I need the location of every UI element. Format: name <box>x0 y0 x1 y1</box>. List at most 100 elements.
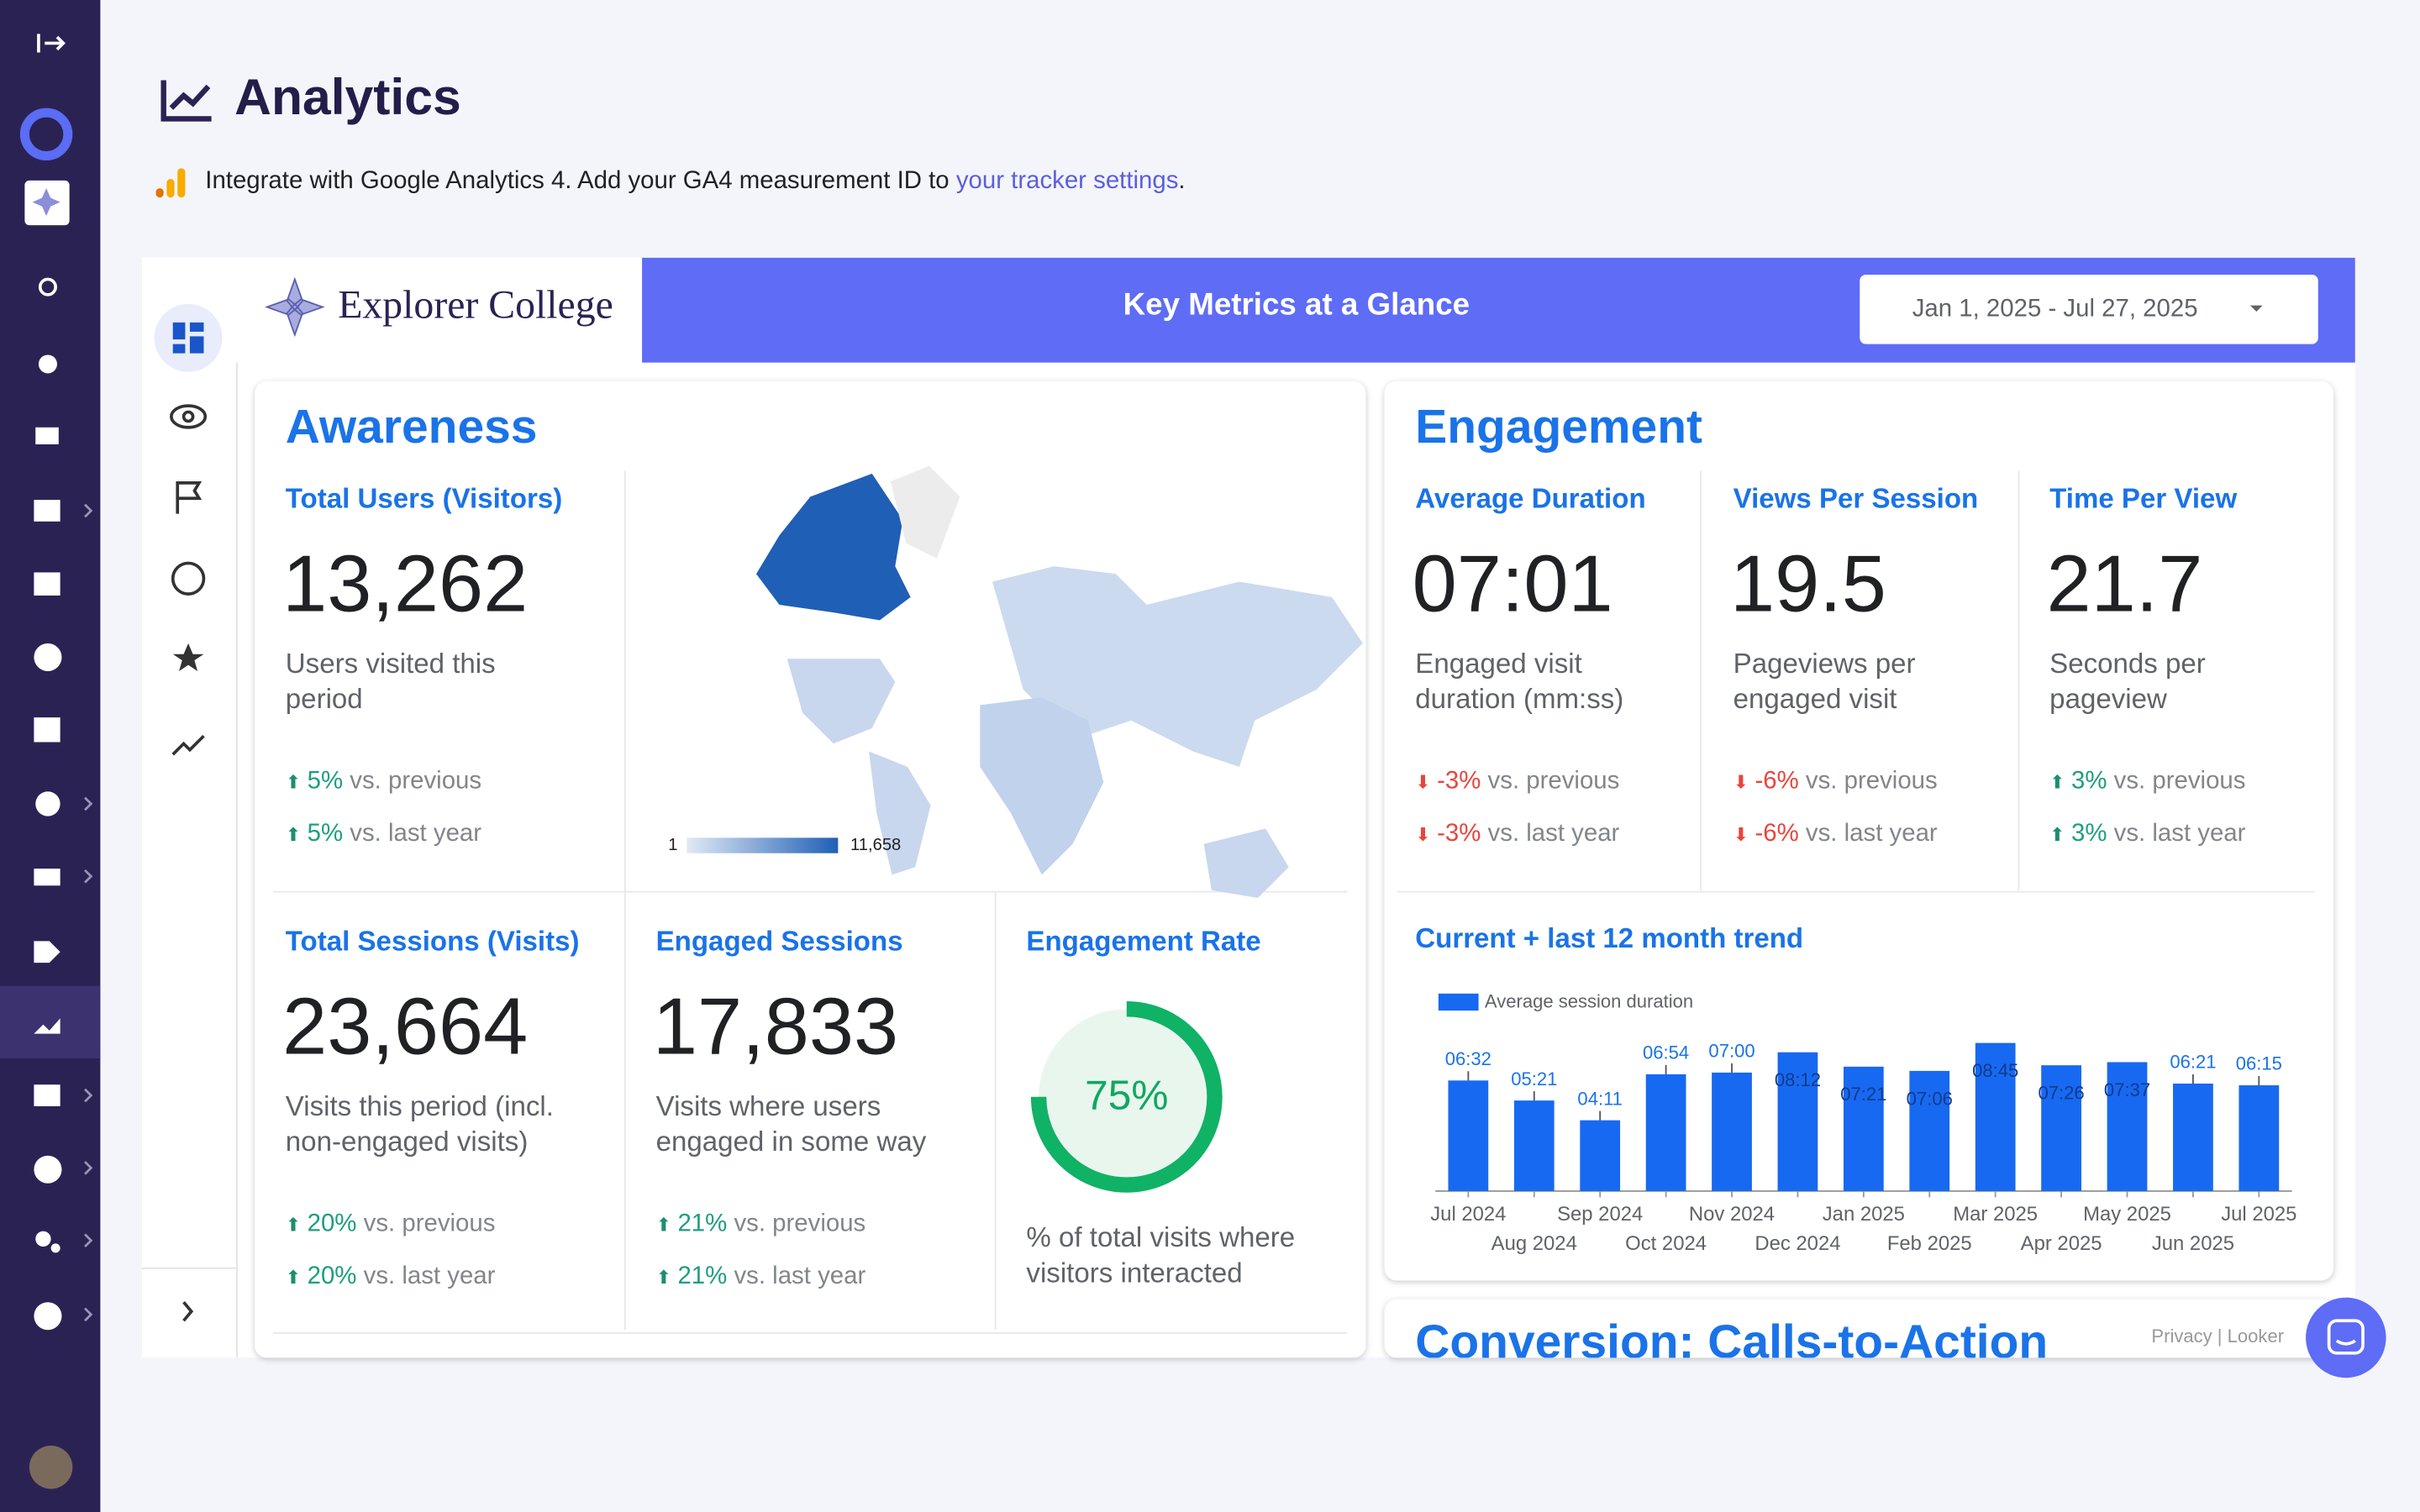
change: 3% <box>2071 768 2107 795</box>
dropdown-arrow <box>2249 305 2263 312</box>
x-tick-label: Jan 2025 <box>1823 1203 1905 1226</box>
trend-arrow: ⬆ <box>285 823 302 846</box>
change-text: vs. previous <box>363 1210 496 1238</box>
map-legend-max: 11,658 <box>850 836 901 854</box>
map-legend-min: 1 <box>668 836 677 854</box>
metric-description: Engaged visit duration (mm:ss) <box>1415 648 1624 715</box>
change-text: vs. last year <box>1487 821 1620 848</box>
world-map <box>755 465 1363 898</box>
trend-arrow: ⬆ <box>285 771 302 794</box>
metric-label: Engaged Sessions <box>655 926 903 957</box>
value-label: 07:06 <box>1907 1088 1953 1109</box>
metric-description: Seconds per pageview <box>2049 648 2206 715</box>
change-text: vs. last year <box>2113 821 2246 848</box>
avatar[interactable] <box>29 1446 73 1489</box>
bar <box>1712 1072 1752 1191</box>
change: 21% <box>677 1210 728 1238</box>
value-label: 04:11 <box>1577 1088 1622 1109</box>
change: -6% <box>1754 768 1799 795</box>
metric-value: 23,664 <box>282 982 529 1073</box>
chat-icon <box>2327 1319 2365 1355</box>
trend-arrow: ⬆ <box>285 1266 302 1289</box>
ga-notice: Integrate with Google Analytics 4. Add y… <box>205 168 1185 196</box>
notice-text: Integrate with Google Analytics 4. Add y… <box>205 168 950 195</box>
bar <box>1448 1080 1489 1191</box>
x-tick-label: Feb 2025 <box>1887 1232 1972 1255</box>
trend-arrow: ⬇ <box>1415 771 1431 794</box>
value-label: 08:12 <box>1775 1069 1821 1090</box>
footer-links: Privacy | Looker <box>2151 1325 2285 1347</box>
metric-label: Total Sessions (Visits) <box>285 926 580 957</box>
bar <box>1513 1100 1555 1191</box>
comparison: ⬆ 21% vs. previous <box>656 1211 866 1239</box>
bar <box>2238 1085 2280 1191</box>
trend-arrow: ⬇ <box>1733 771 1749 794</box>
value-label: 07:37 <box>2104 1079 2150 1100</box>
metric-label: Time Per View <box>2049 482 2238 514</box>
banner: Key Metrics at a Glance Jan 1, 2025 - Ju… <box>642 257 2355 363</box>
gauge-label: 75% <box>1085 1072 1168 1119</box>
privacy-link[interactable]: Privacy <box>2151 1325 2212 1347</box>
notice-end: . <box>1178 168 1186 195</box>
x-tick-label: Jul 2025 <box>2221 1203 2296 1226</box>
change-text: vs. previous <box>1805 768 1938 795</box>
metric-value: 17,833 <box>652 982 899 1073</box>
metric-value: 07:01 <box>1412 539 1613 630</box>
active-item <box>0 985 101 1058</box>
change: -6% <box>1754 821 1799 848</box>
comparison: ⬆ 20% vs. last year <box>286 1263 496 1291</box>
gauge-face <box>1039 1009 1215 1185</box>
x-tick-label: Apr 2025 <box>2021 1232 2102 1255</box>
banner-title: Key Metrics at a Glance <box>1123 288 1470 323</box>
bar <box>1843 1066 1884 1191</box>
value-label: 08:45 <box>1972 1060 2018 1081</box>
metric-description: Visits this period (incl. non-engaged vi… <box>285 1090 554 1158</box>
section-title: Engagement <box>1415 399 1702 454</box>
trend-chart: Current + last 12 month trend Average se… <box>1397 470 2316 1255</box>
trend-arrow: ⬇ <box>1733 823 1749 846</box>
comparison: ⬆ 3% vs. last year <box>2049 821 2245 848</box>
trend-arrow: ⬆ <box>285 1214 302 1236</box>
x-tick-label: Sep 2024 <box>1557 1203 1643 1226</box>
change-text: vs. previous <box>2113 768 2246 795</box>
sidebar <box>0 0 101 1512</box>
change: 3% <box>2071 821 2107 848</box>
tracker-link[interactable]: your tracker settings <box>955 168 1179 195</box>
value-label: 07:26 <box>2039 1083 2085 1104</box>
engagement-card: Engagement Current + last 12 month trend… <box>1384 381 2334 1281</box>
chevrons[interactable] <box>84 503 93 1322</box>
brand-name: Explorer College <box>338 282 613 328</box>
change-text: vs. previous <box>734 1210 866 1238</box>
report-nav <box>141 257 238 1358</box>
change: 5% <box>307 768 344 795</box>
value-label: 07:21 <box>1840 1084 1886 1105</box>
nav-items[interactable] <box>170 404 208 1322</box>
metric-label: Engagement Rate <box>1026 926 1261 957</box>
comparison: ⬇ -3% vs. previous <box>1415 769 1619 796</box>
logo[interactable] <box>19 108 73 161</box>
awareness-dividers: 1 11,658 75% <box>273 465 1363 1334</box>
value-label: 06:54 <box>1643 1042 1689 1063</box>
date-picker[interactable]: Jan 1, 2025 - Jul 27, 2025 <box>1860 274 2318 344</box>
awareness-card: Awareness 1 11,658 75% Engagement Rate %… <box>255 381 1366 1358</box>
looker-link[interactable]: Looker <box>2227 1325 2285 1347</box>
metric-label: Views Per Session <box>1733 482 1979 514</box>
sidebar-icons <box>0 34 101 1489</box>
comparison: ⬆ 3% vs. previous <box>2049 769 2245 796</box>
change-text: vs. previous <box>1487 768 1620 795</box>
x-tick-label: Aug 2024 <box>1491 1232 1577 1255</box>
brand-logo <box>265 276 325 338</box>
chat-button[interactable] <box>2306 1297 2386 1378</box>
analytics-icon <box>160 80 212 122</box>
expand-icon[interactable] <box>37 34 66 53</box>
trend-arrow: ⬆ <box>2049 771 2065 794</box>
x-tick-label: Nov 2024 <box>1689 1203 1775 1226</box>
metric-description: Users visited this period <box>285 648 496 715</box>
nav-icons[interactable] <box>34 277 62 1331</box>
change-text: vs. last year <box>350 821 482 848</box>
section-title: Awareness <box>285 399 538 454</box>
ga-icon <box>155 168 186 198</box>
bar <box>1909 1070 1950 1191</box>
